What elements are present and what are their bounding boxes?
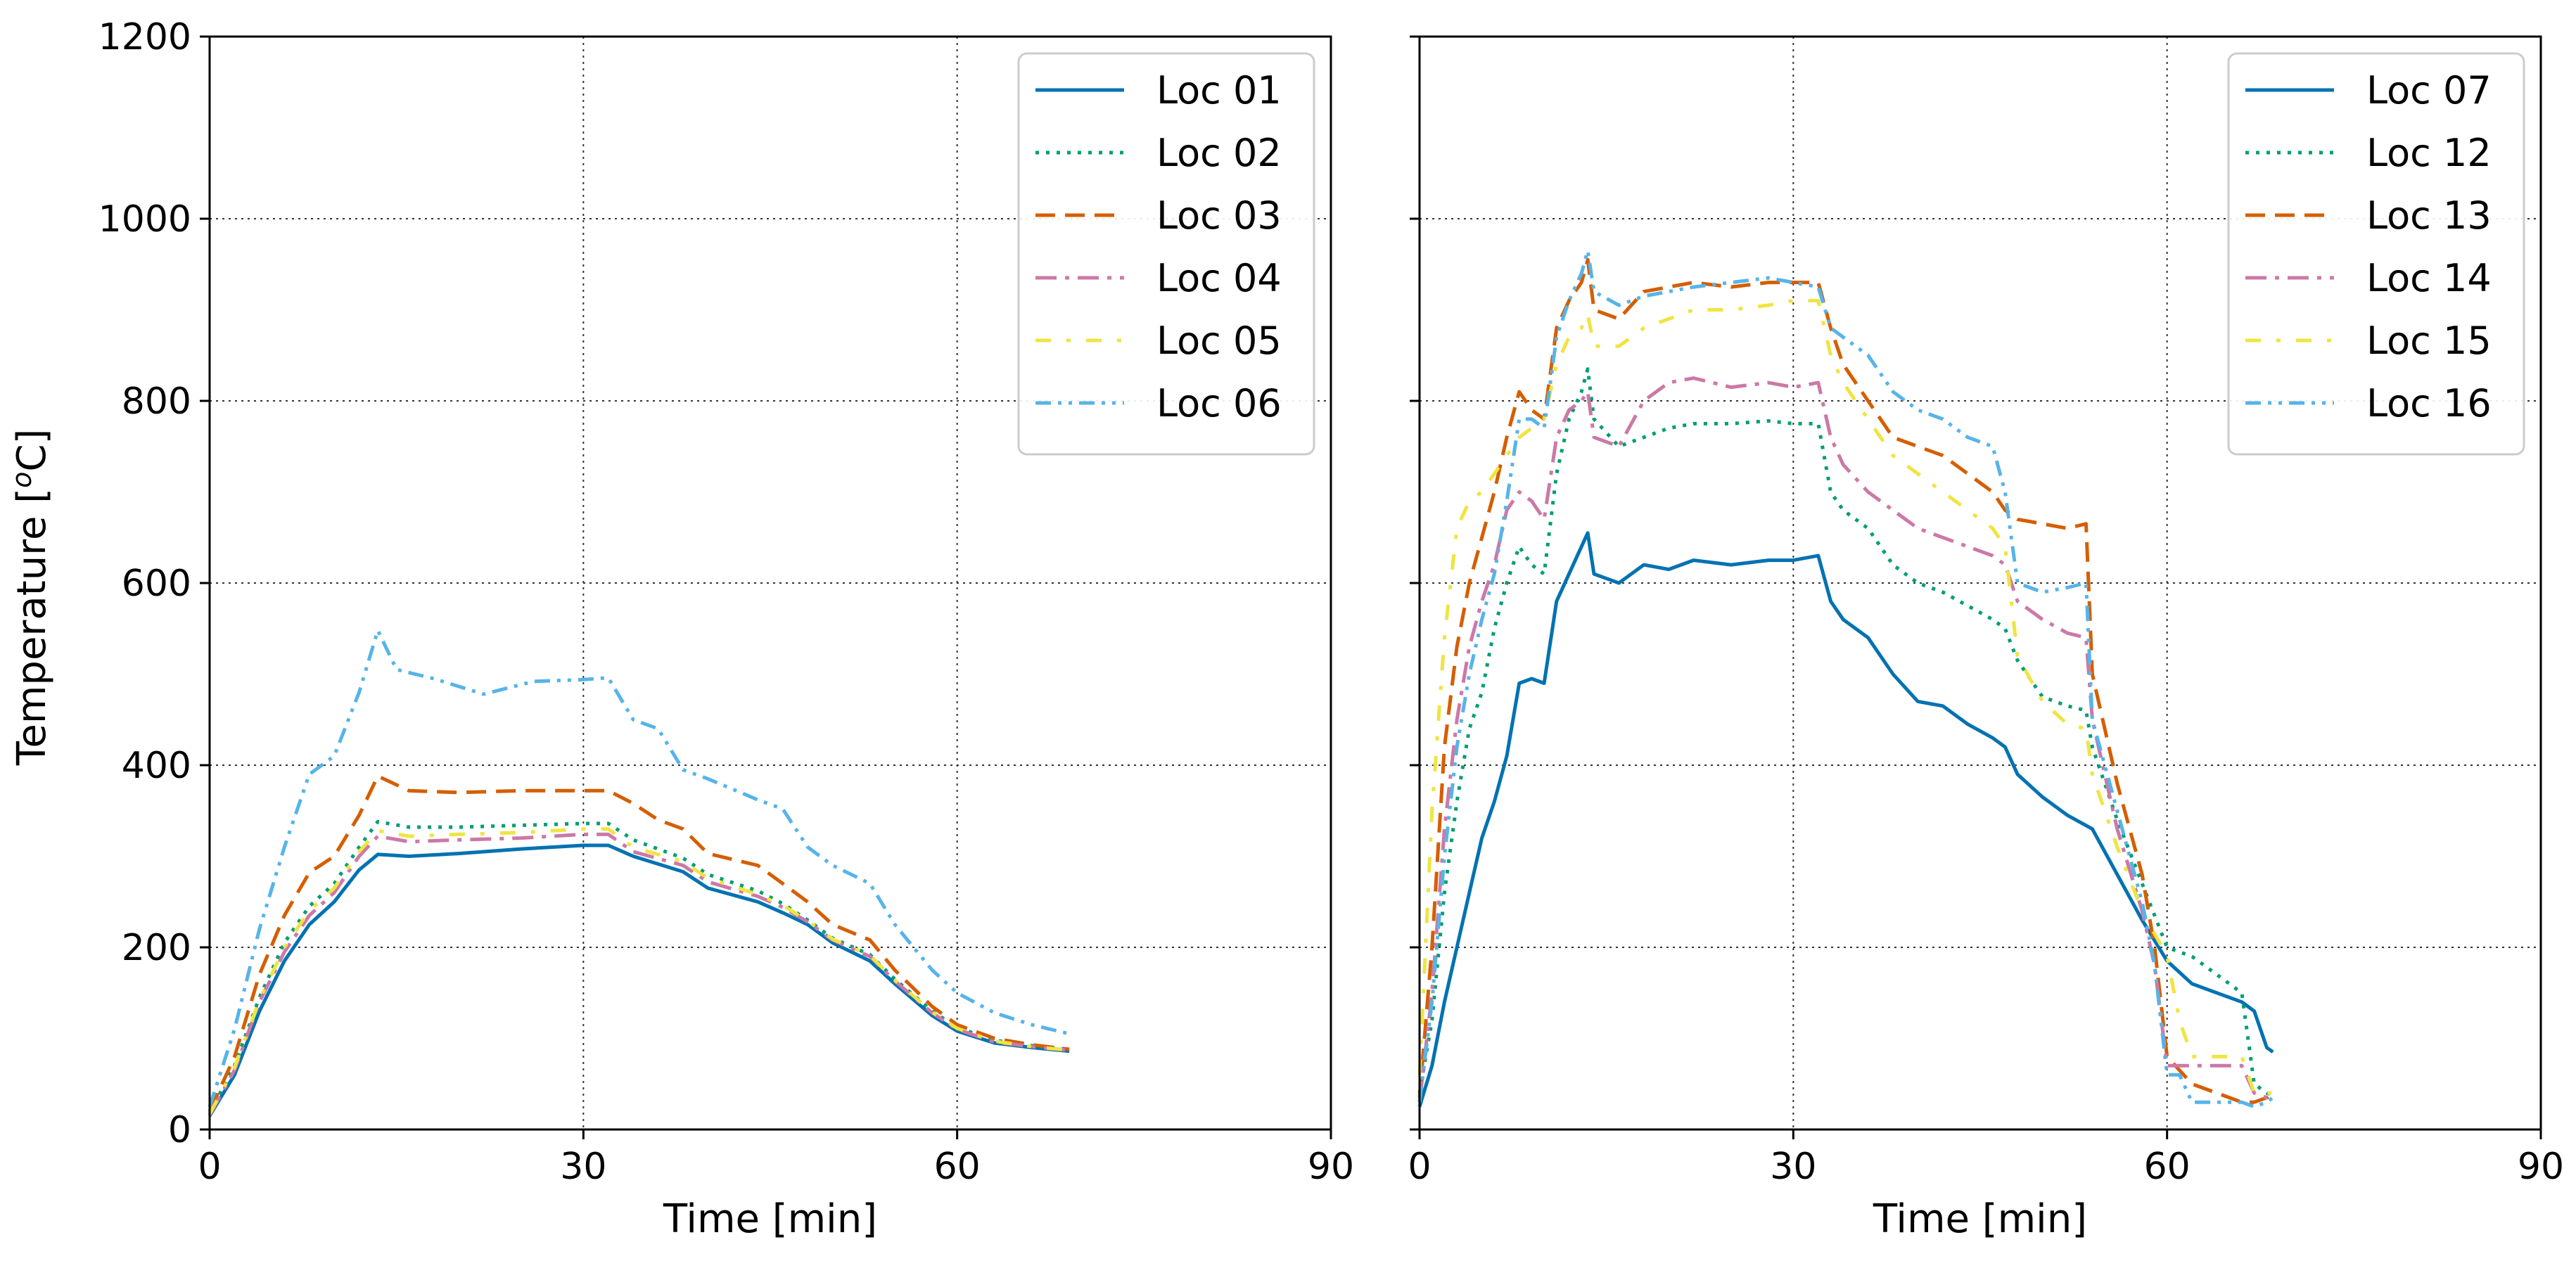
y-label-sup: o	[6, 472, 37, 488]
left-y-tick-label: 1200	[98, 16, 191, 58]
right-legend: Loc 07 Loc 12 Loc 13 Loc 14 Loc 15 Loc 16	[2227, 52, 2525, 456]
left-y-tick-label: 800	[122, 380, 191, 423]
left-x-tick-label: 90	[1308, 1146, 1354, 1188]
legend-label: Loc 14	[2366, 256, 2492, 300]
left-x-tick-label: 0	[198, 1146, 221, 1188]
legend-label: Loc 03	[1156, 193, 1282, 238]
right-legend-box	[2227, 52, 2525, 456]
legend-label: Loc 15	[2366, 319, 2492, 363]
right-grid	[1420, 37, 2541, 1129]
right-x-axis-label: Time [min]	[1873, 1196, 2087, 1242]
left-ticks: 0 30 60 90 0 200 400 600 800 1000 1200	[98, 16, 1354, 1188]
series-line-loc-12	[1417, 367, 2274, 1097]
series-line-loc-04	[208, 832, 1070, 1116]
left-y-tick-label: 1000	[98, 198, 191, 241]
left-series-lines	[208, 628, 1070, 1117]
right-x-tick-label: 0	[1408, 1146, 1431, 1188]
left-x-axis-label: Time [min]	[663, 1196, 877, 1242]
legend-label: Loc 02	[1156, 131, 1282, 175]
left-y-tick-label: 200	[122, 927, 191, 969]
left-y-tick-label: 0	[168, 1109, 191, 1151]
legend-label: Loc 12	[2366, 131, 2492, 175]
right-x-tick-label: 90	[2518, 1146, 2564, 1188]
left-x-tick-label: 60	[934, 1146, 981, 1188]
series-line-loc-07	[1417, 531, 2274, 1108]
right-x-tick-label: 60	[2144, 1146, 2191, 1188]
left-y-tick-label: 600	[122, 563, 191, 605]
legend-label: Loc 13	[2366, 193, 2492, 238]
series-line-loc-16	[1417, 248, 2274, 1109]
legend-label: Loc 06	[1156, 381, 1282, 425]
left-grid	[210, 37, 1331, 1129]
right-ticks: 0 30 60 90	[1408, 35, 2564, 1188]
y-label-prefix: Temperature [	[9, 488, 55, 766]
series-line-loc-13	[1417, 257, 2274, 1104]
right-series-lines	[1417, 248, 2274, 1109]
left-legend: Loc 01 Loc 02 Loc 03 Loc 04 Loc 05 Loc 06	[1017, 52, 1315, 456]
left-y-tick-label: 400	[122, 745, 191, 787]
legend-label: Loc 01	[1156, 68, 1282, 113]
legend-label: Loc 16	[2366, 381, 2492, 425]
y-label-suffix: C]	[9, 429, 55, 472]
series-line-loc-15	[1417, 299, 2274, 1095]
series-line-loc-01	[208, 843, 1070, 1117]
series-line-loc-05	[208, 827, 1070, 1115]
legend-label: Loc 05	[1156, 319, 1282, 363]
left-legend-box	[1017, 52, 1315, 456]
series-line-loc-02	[208, 819, 1070, 1114]
right-x-tick-label: 30	[1770, 1146, 1816, 1188]
left-y-axis-label: Temperature [oC]	[6, 429, 55, 767]
series-line-loc-03	[208, 774, 1070, 1113]
series-line-loc-14	[1417, 376, 2274, 1103]
left-x-tick-label: 30	[560, 1146, 606, 1188]
series-line-loc-06	[208, 628, 1070, 1108]
legend-label: Loc 04	[1156, 256, 1282, 300]
legend-label: Loc 07	[2366, 68, 2492, 113]
